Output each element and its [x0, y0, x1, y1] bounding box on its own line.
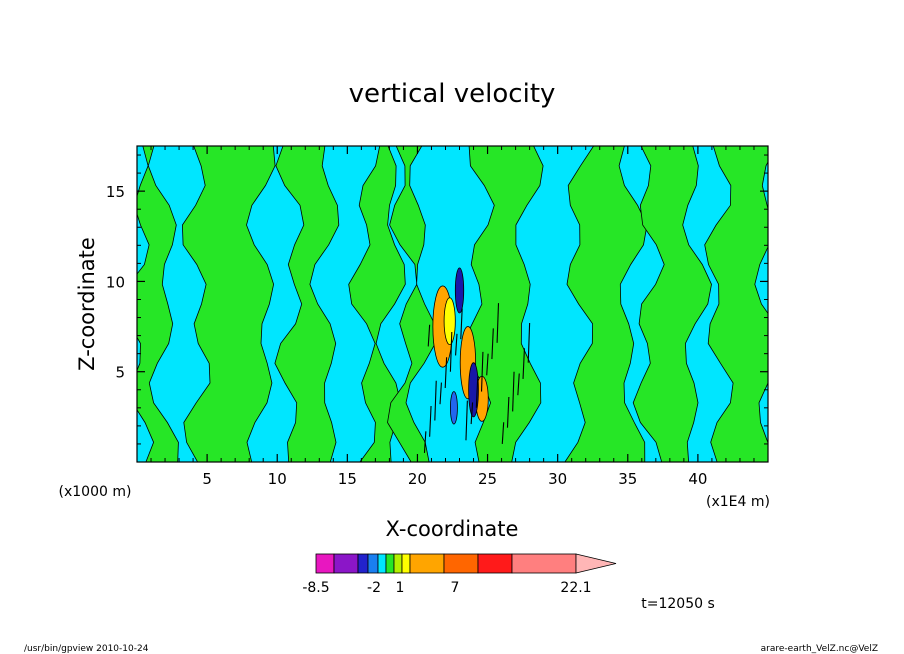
contour-streak: [522, 348, 525, 379]
contour-streak: [449, 331, 453, 372]
colorbar-label: -8.5: [302, 580, 329, 596]
contour-streak: [444, 357, 448, 388]
colorbar-label: -2: [367, 580, 381, 596]
colorbar-swatch: [409, 553, 445, 574]
downdraft-cell: [468, 362, 479, 418]
updraft-region: [348, 146, 406, 462]
contour-streak: [501, 422, 505, 444]
contour-streak: [465, 400, 468, 441]
x-tick-label: 30: [548, 470, 567, 488]
colorbar-swatch: [357, 553, 369, 574]
updraft-region: [274, 146, 340, 462]
y-tick-label: 10: [106, 273, 125, 291]
contour-streak: [434, 380, 437, 421]
footer-left: /usr/bin/gpview 2010-10-24: [24, 644, 149, 654]
y-tick-label: 15: [106, 183, 125, 201]
contour-streak: [470, 402, 474, 425]
colorbar: -8.5 -2 1 7 22.1: [302, 553, 617, 596]
contour-streak: [491, 328, 494, 360]
updraft-region: [181, 146, 276, 462]
colorbar-swatch: [401, 553, 411, 574]
contour-streak: [475, 377, 479, 408]
colorbar-swatch: [477, 553, 513, 574]
plot-frame: [136, 145, 769, 463]
x-tick-label: 40: [688, 470, 707, 488]
contour-streak: [455, 333, 458, 356]
contour-streak: [517, 373, 520, 396]
x-unit-left: (x1000 m): [59, 484, 132, 500]
contour-streak: [460, 308, 463, 340]
contour-streak: [427, 324, 431, 347]
updraft-region: [632, 146, 712, 462]
updraft-region: [564, 146, 648, 462]
colorbar-swatch: [511, 553, 577, 574]
y-axis-label: Z-coordinate: [75, 237, 99, 371]
updraft-region: [387, 146, 436, 462]
x-tick-label: 25: [478, 470, 497, 488]
x-tick-label: 10: [268, 470, 287, 488]
colorbar-swatch: [333, 553, 359, 574]
colorbar-swatch: [443, 553, 479, 574]
colorbar-label: 22.1: [560, 580, 591, 596]
x-axis: 5 10 15 20 25 30 35 40: [150, 146, 755, 488]
contour-streak: [486, 353, 489, 376]
downdraft-cell: [449, 391, 458, 425]
plot-area: [137, 146, 768, 462]
contour-streak: [496, 303, 500, 343]
y-tick-label: 5: [115, 364, 125, 382]
contour-streak: [527, 322, 531, 363]
y-axis: 5 10 15: [106, 154, 768, 445]
contour-streak: [506, 396, 510, 428]
colorbar-label: 1: [396, 580, 405, 596]
colorbar-swatch: [367, 553, 379, 574]
updraft-region: [137, 146, 179, 462]
x-unit-right: (x1E4 m): [706, 494, 770, 510]
footer-right: arare-earth_VelZ.nc@VelZ: [761, 644, 878, 654]
contour-streak: [480, 351, 484, 392]
colorbar-swatch: [315, 553, 335, 574]
x-axis-label: X-coordinate: [386, 517, 519, 541]
contour-streak: [439, 382, 442, 405]
updraft-cell: [443, 297, 456, 346]
x-tick-label: 5: [202, 470, 212, 488]
colorbar-arrow: [575, 553, 617, 574]
x-tick-label: 15: [338, 470, 357, 488]
contour-streak: [423, 431, 427, 454]
updraft-region: [704, 146, 768, 462]
time-label: t=12050 s: [641, 596, 715, 612]
colorbar-swatch: [377, 553, 387, 574]
x-tick-label: 35: [618, 470, 637, 488]
chart-title: vertical velocity: [349, 79, 556, 109]
contour-streak: [512, 371, 515, 412]
colorbar-swatch: [385, 553, 395, 574]
downdraft-cell: [454, 267, 465, 314]
contour-streak: [429, 405, 432, 437]
x-tick-label: 20: [408, 470, 427, 488]
colorbar-label: 7: [451, 580, 460, 596]
colorbar-swatch: [393, 553, 403, 574]
